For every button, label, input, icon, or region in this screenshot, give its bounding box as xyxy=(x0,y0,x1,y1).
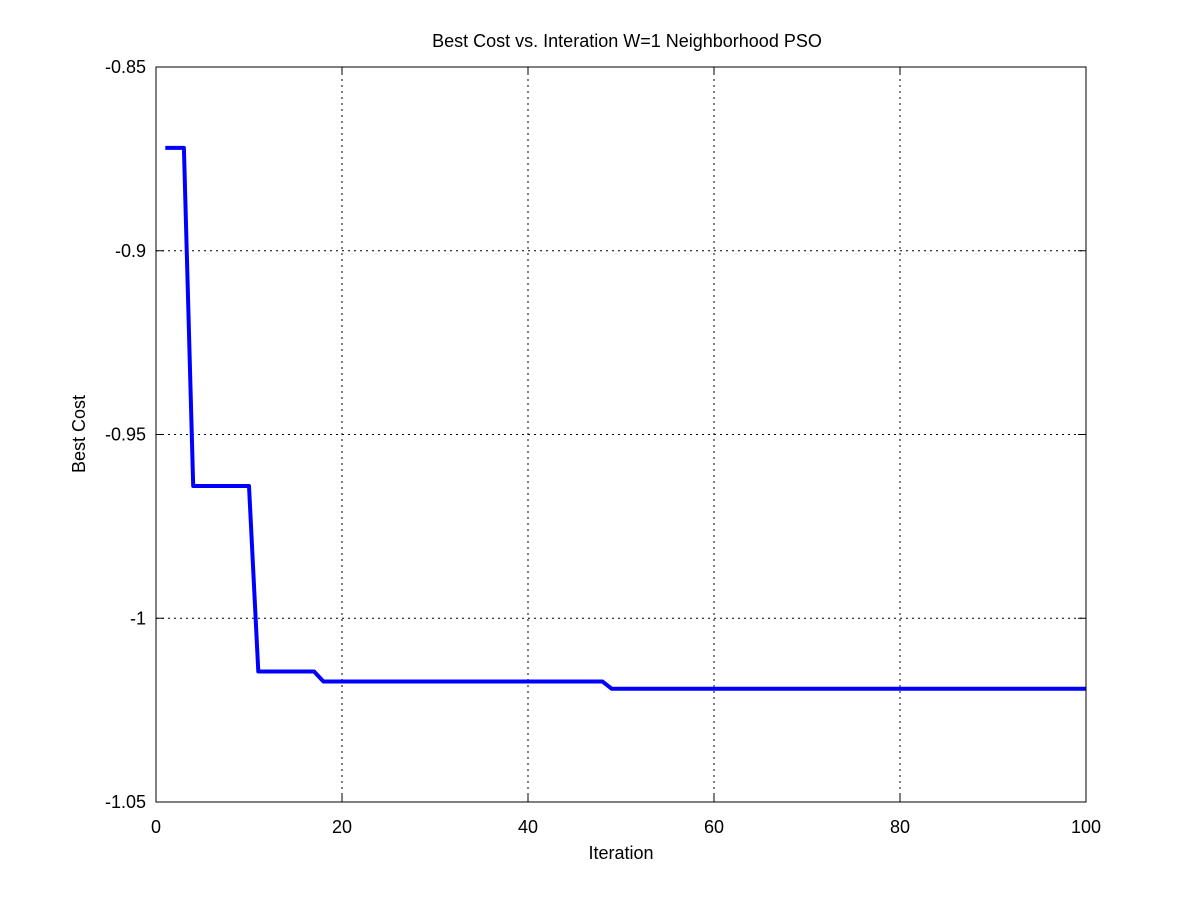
x-tick-label: 0 xyxy=(151,817,161,837)
series-layer xyxy=(165,145,1086,691)
x-axis-title: Iteration xyxy=(588,843,653,863)
y-tick-label: -0.9 xyxy=(115,241,146,261)
y-tick-label: -0.95 xyxy=(105,425,146,445)
x-tick-labels: 0 20 40 60 80 100 xyxy=(151,817,1101,837)
y-tick-label: -1 xyxy=(130,608,146,628)
x-tick-label: 80 xyxy=(890,817,910,837)
tick-marks xyxy=(155,66,1087,803)
x-tick-label: 100 xyxy=(1071,817,1101,837)
x-tick-label: 40 xyxy=(518,817,538,837)
series-line xyxy=(165,145,1086,691)
x-tick-label: 20 xyxy=(332,817,352,837)
x-tick-label: 60 xyxy=(704,817,724,837)
y-tick-label: -1.05 xyxy=(105,792,146,812)
y-tick-labels: -1.05 -1 -0.95 -0.9 -0.85 xyxy=(105,57,146,812)
chart-title: Best Cost vs. Interation W=1 Neighborhoo… xyxy=(432,31,822,51)
y-axis-title: Best Cost xyxy=(69,395,89,473)
y-tick-label: -0.85 xyxy=(105,57,146,77)
